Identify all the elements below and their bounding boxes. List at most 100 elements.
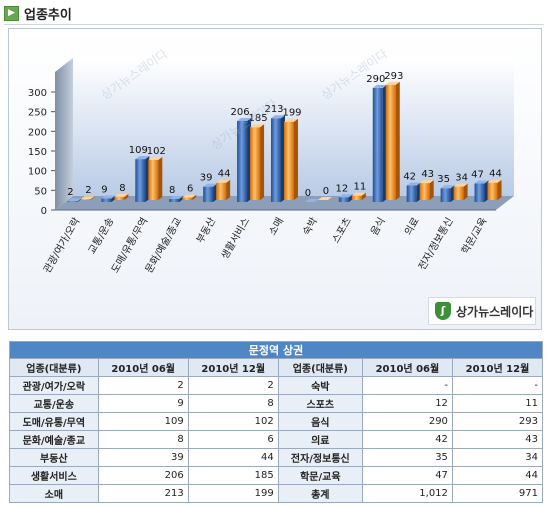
- table-cell-value: 8: [187, 394, 279, 413]
- bar-top: [440, 185, 455, 189]
- table-cell-category: 스포츠: [277, 394, 363, 413]
- table-cell-value: 9: [97, 394, 189, 413]
- bar-front: [67, 201, 78, 202]
- table-cell-category: 의료: [277, 430, 363, 449]
- bar-2010-12: [317, 197, 332, 200]
- y-tick-label: 250: [28, 108, 47, 119]
- bar-side: [124, 193, 129, 200]
- bar-top: [351, 192, 366, 196]
- data-label: 102: [147, 146, 166, 157]
- table-cell-value: 8: [97, 430, 189, 449]
- bar-side: [77, 198, 82, 202]
- table-cell-value: 199: [187, 484, 279, 503]
- bar-2010-06: [440, 185, 455, 202]
- table-header-cell: 2010년 12월: [187, 358, 279, 377]
- data-label: 44: [489, 169, 502, 180]
- table-cell-value: 42: [361, 430, 453, 449]
- x-tick-label: 교통/운송: [86, 216, 116, 257]
- x-tick-label: 도매/유통/무역: [109, 216, 150, 276]
- bar-2010-06: [67, 198, 82, 202]
- data-label: 293: [384, 71, 403, 82]
- data-label: 47: [471, 170, 484, 181]
- data-label: 8: [169, 185, 175, 196]
- table-cell-category: 소매: [9, 484, 99, 503]
- bar-top: [216, 179, 231, 183]
- logo-text: 상가뉴스레이다: [456, 304, 534, 319]
- bar-side: [179, 195, 184, 202]
- table-header-cell: 2010년 06월: [361, 358, 453, 377]
- data-label: 8: [119, 183, 125, 194]
- table-cell-category: 생활서비스: [9, 466, 99, 485]
- bar-top: [148, 156, 163, 160]
- table-cell-value: 293: [451, 412, 544, 431]
- table-cell-value: -: [451, 376, 544, 395]
- x-tick-label: 소매: [267, 216, 287, 238]
- table-row: 도매/유통/무역 109 102 음식 290 293: [9, 412, 544, 431]
- bar-2010-12: [284, 118, 298, 200]
- data-label: 44: [218, 169, 231, 180]
- table-cell-category: 도매/유통/무역: [9, 412, 99, 431]
- table-cell-category: 총계: [277, 484, 363, 503]
- bar-side: [226, 179, 231, 200]
- table-caption-row: 문정역 상권: [9, 341, 543, 359]
- data-label: 109: [129, 145, 148, 156]
- section-title: ▶ 업종추이: [4, 4, 72, 23]
- bar-2010-12: [250, 124, 265, 200]
- table-header-cell: 업종(대분류): [9, 358, 99, 377]
- bar-top: [317, 197, 332, 200]
- y-tick-label: 100: [28, 167, 47, 178]
- bar-front: [169, 198, 180, 202]
- title-divider: [4, 24, 544, 25]
- data-label: 9: [101, 184, 107, 195]
- y-tick-label: 200: [28, 127, 47, 138]
- bar-side: [395, 81, 400, 200]
- table-row: 부동산 39 44 전자/정보통신 35 34: [9, 448, 544, 467]
- table-cell-category: 음식: [277, 412, 363, 431]
- bar-2010-12: [385, 81, 400, 200]
- table-cell-value: 971: [451, 484, 544, 503]
- table-header-row: 업종(대분류) 2010년 06월 2010년 12월 업종(대분류) 2010…: [9, 358, 544, 377]
- bar-2010-06: [372, 84, 387, 202]
- bar-side: [90, 196, 95, 200]
- table-row: 문화/예술/종교 8 6 의료 42 43: [9, 430, 544, 449]
- bar-side: [260, 124, 265, 200]
- logo-icon: ʃ: [435, 302, 451, 320]
- bar-top: [80, 196, 95, 200]
- table-cell-category: 관광/여가/오락: [9, 376, 99, 395]
- table-cell-category: 전자/정보통신: [277, 448, 363, 467]
- table-cell-value: 12: [361, 394, 453, 413]
- data-label: 199: [282, 108, 301, 119]
- bar-top: [250, 124, 265, 128]
- x-tick-label: 생활서비스: [218, 215, 252, 261]
- bar-side: [463, 183, 468, 200]
- summary-table: 문정역 상권 업종(대분류) 2010년 06월 2010년 12월 업종(대분…: [9, 341, 544, 503]
- bar-top: [385, 81, 400, 85]
- bar-front: [250, 127, 261, 200]
- bar-2010-12: [80, 196, 95, 200]
- bar-2010-06: [203, 183, 218, 202]
- bar-front: [338, 197, 349, 202]
- x-tick-label: 부동산: [194, 216, 218, 246]
- bar-2010-12: [182, 194, 197, 200]
- bar-side: [361, 192, 366, 200]
- table-cell-value: 2: [187, 376, 279, 395]
- bar-2010-06: [135, 156, 150, 202]
- table-cell-value: 206: [97, 466, 189, 485]
- data-label: 11: [353, 182, 366, 193]
- bar-front: [80, 199, 91, 200]
- bar-top: [406, 182, 421, 186]
- table-cell-category: 교통/운송: [9, 394, 99, 413]
- table-cell-value: 109: [97, 412, 189, 431]
- bar-side: [158, 156, 163, 200]
- data-label: 2: [67, 187, 73, 198]
- x-tick-label: 음식: [368, 216, 388, 238]
- x-tick-label: 문화/예술/종교: [143, 216, 184, 276]
- x-tick-label: 학문/교육: [459, 216, 489, 257]
- bar-front: [114, 196, 125, 200]
- bar-front: [216, 182, 227, 200]
- bar-front: [351, 195, 362, 200]
- table-header-cell: 2010년 06월: [97, 358, 189, 377]
- data-label: 2: [85, 185, 91, 196]
- table-row: 소매 213 199 총계 1,012 971: [9, 484, 544, 503]
- bar-front: [487, 182, 498, 200]
